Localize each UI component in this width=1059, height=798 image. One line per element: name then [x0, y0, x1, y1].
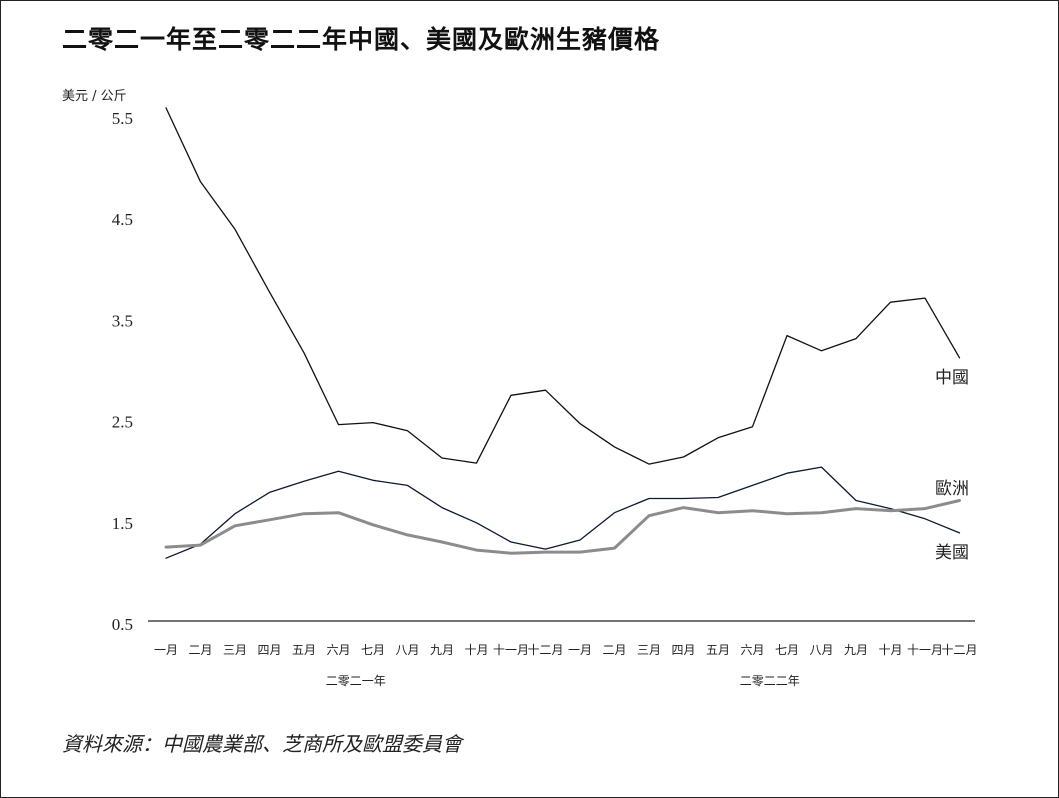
x-tick-label: 四月 — [671, 643, 695, 657]
y-tick-label: 4.5 — [112, 210, 133, 229]
x-tick-label: 十一月 — [493, 643, 529, 657]
x-tick-label: 五月 — [706, 643, 730, 657]
x-tick-label: 二月 — [602, 643, 626, 657]
x-tick-label: 八月 — [809, 643, 833, 657]
x-tick-label: 十月 — [878, 643, 902, 657]
y-tick-label: 5.5 — [112, 109, 133, 128]
x-tick-label: 六月 — [740, 643, 764, 657]
x-tick-label: 十二月 — [941, 643, 977, 657]
x-tick-label: 十二月 — [527, 643, 563, 657]
x-tick-label: 三月 — [637, 643, 661, 657]
source-note: 資料來源：中國農業部、芝商所及歐盟委員會 — [62, 732, 462, 756]
series-label: 歐洲 — [935, 479, 969, 499]
x-tick-label: 十月 — [464, 643, 488, 657]
series-label: 中國 — [935, 368, 969, 388]
x-tick-label: 八月 — [395, 643, 419, 657]
series-line — [165, 466, 961, 559]
x-tick-label: 一月 — [154, 643, 178, 657]
x-tick-label: 三月 — [223, 643, 247, 657]
y-tick-label: 0.5 — [112, 615, 133, 634]
year-group-label: 二零二一年 — [326, 674, 386, 688]
x-tick-label: 九月 — [430, 643, 454, 657]
x-tick-label: 七月 — [775, 643, 799, 657]
x-tick-label: 一月 — [568, 643, 592, 657]
series-line — [165, 107, 961, 465]
x-tick-label: 二月 — [188, 643, 212, 657]
series-label: 美國 — [935, 543, 969, 563]
y-tick-label: 2.5 — [112, 413, 133, 432]
x-tick-label: 七月 — [361, 643, 385, 657]
y-tick-label: 1.5 — [112, 514, 133, 533]
y-axis-unit-label: 美元 / 公斤 — [62, 89, 127, 104]
y-tick-label: 3.5 — [112, 311, 133, 330]
x-tick-label: 六月 — [326, 643, 350, 657]
year-group-label: 二零二二年 — [740, 674, 800, 688]
x-tick-label: 五月 — [292, 643, 316, 657]
x-tick-label: 四月 — [257, 643, 281, 657]
series-line — [164, 499, 961, 555]
chart-title: 二零二一年至二零二二年中國、美國及歐洲生豬價格 — [62, 25, 661, 54]
x-tick-label: 九月 — [844, 643, 868, 657]
x-tick-label: 十一月 — [907, 643, 943, 657]
